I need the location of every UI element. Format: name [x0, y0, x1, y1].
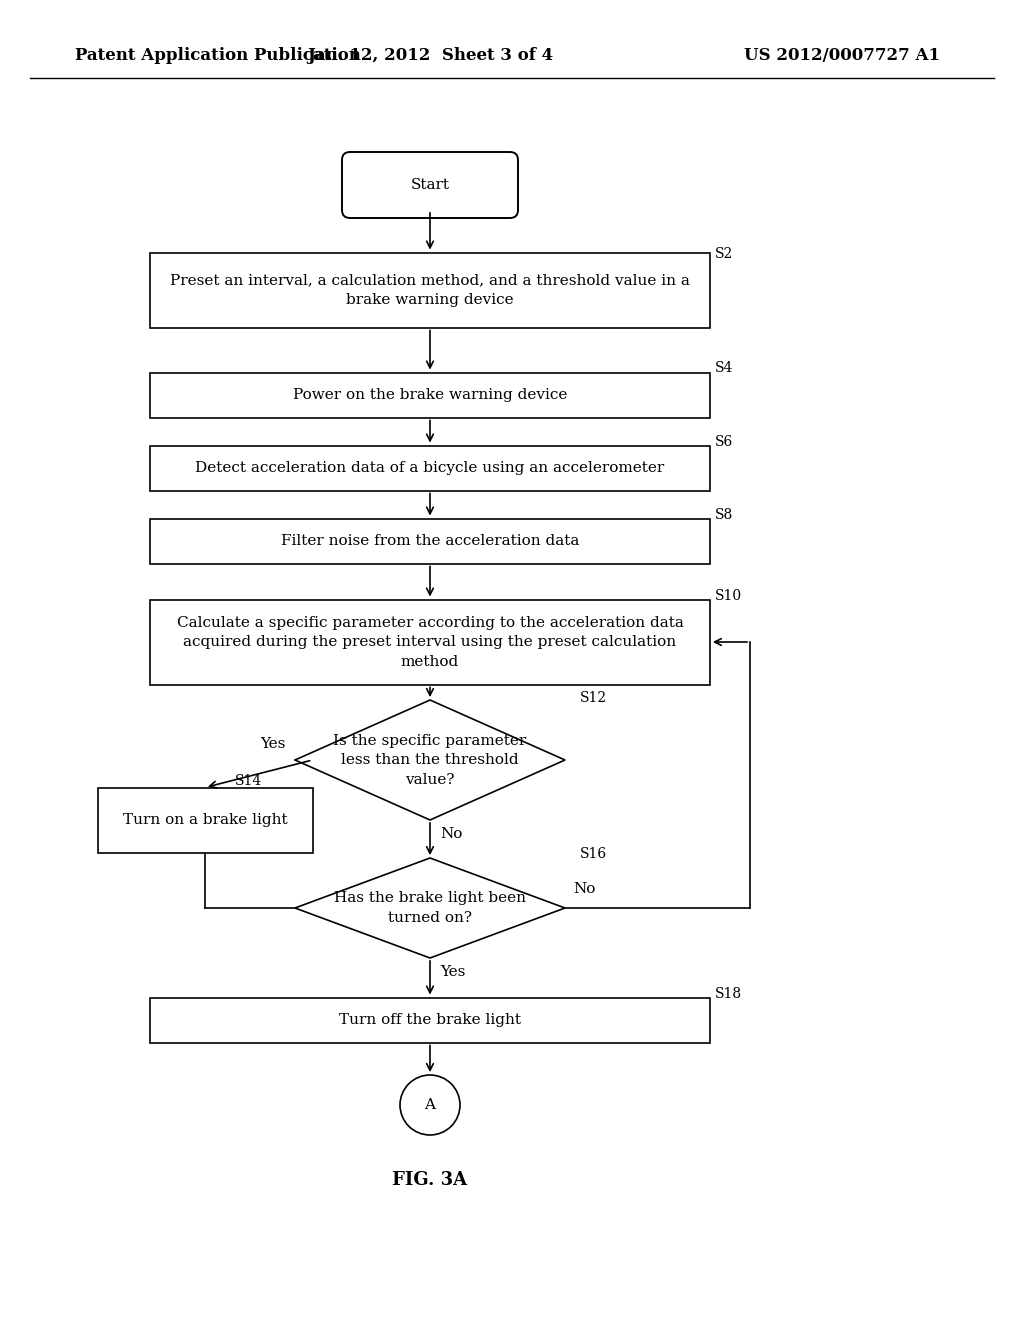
Text: S16: S16 — [580, 847, 607, 861]
FancyBboxPatch shape — [342, 152, 518, 218]
Bar — [97, 788, 312, 853]
Bar — [150, 372, 710, 417]
Text: A: A — [425, 1098, 435, 1111]
Text: Detect acceleration data of a bicycle using an accelerometer: Detect acceleration data of a bicycle us… — [196, 461, 665, 475]
Text: S2: S2 — [715, 247, 733, 261]
Bar — [150, 252, 710, 327]
Bar — [150, 599, 710, 685]
Text: Preset an interval, a calculation method, and a threshold value in a
brake warni: Preset an interval, a calculation method… — [170, 273, 690, 306]
Text: Is the specific parameter
less than the threshold
value?: Is the specific parameter less than the … — [334, 734, 526, 787]
Text: Yes: Yes — [260, 737, 286, 751]
Text: Patent Application Publication: Patent Application Publication — [75, 46, 360, 63]
Text: Jan. 12, 2012  Sheet 3 of 4: Jan. 12, 2012 Sheet 3 of 4 — [307, 46, 553, 63]
Text: Filter noise from the acceleration data: Filter noise from the acceleration data — [281, 535, 580, 548]
Text: FIG. 3A: FIG. 3A — [392, 1171, 468, 1189]
Text: Calculate a specific parameter according to the acceleration data
acquired durin: Calculate a specific parameter according… — [176, 615, 683, 668]
Text: S10: S10 — [715, 589, 742, 603]
Text: Turn off the brake light: Turn off the brake light — [339, 1012, 521, 1027]
Text: Turn on a brake light: Turn on a brake light — [123, 813, 288, 828]
Text: S12: S12 — [580, 690, 607, 705]
Polygon shape — [295, 700, 565, 820]
Text: S14: S14 — [234, 774, 262, 788]
Polygon shape — [295, 858, 565, 958]
Text: Start: Start — [411, 178, 450, 191]
Text: No: No — [573, 882, 595, 896]
Text: S18: S18 — [715, 987, 742, 1001]
Bar — [150, 446, 710, 491]
Bar — [150, 519, 710, 564]
Bar — [150, 998, 710, 1043]
Text: US 2012/0007727 A1: US 2012/0007727 A1 — [744, 46, 940, 63]
Text: Yes: Yes — [440, 965, 465, 979]
Text: No: No — [440, 828, 463, 841]
Text: S8: S8 — [715, 508, 733, 521]
Text: Power on the brake warning device: Power on the brake warning device — [293, 388, 567, 403]
Text: S6: S6 — [715, 436, 733, 449]
Text: S4: S4 — [715, 360, 733, 375]
Text: Has the brake light been
turned on?: Has the brake light been turned on? — [334, 891, 526, 925]
Circle shape — [400, 1074, 460, 1135]
